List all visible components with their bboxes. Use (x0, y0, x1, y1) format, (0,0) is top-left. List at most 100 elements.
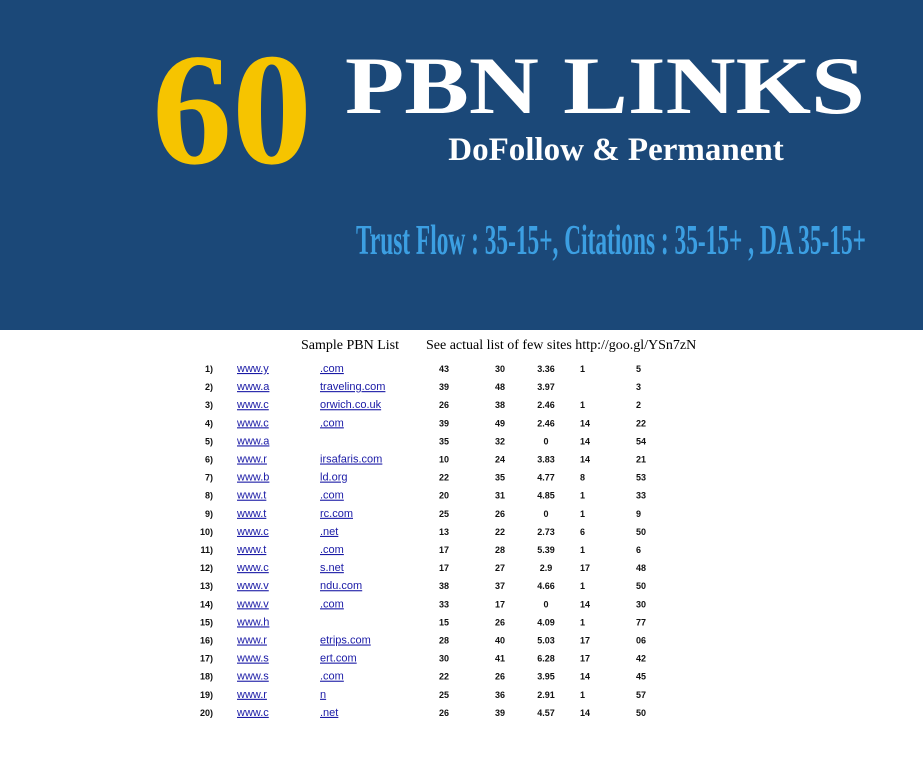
metrics: Trust Flow : 35-15+, Citations : 35-15+ … (356, 218, 866, 264)
cell: 31 (495, 491, 505, 501)
url-end[interactable]: n (320, 689, 326, 701)
table: 1) www.y .com 43 30 3.36 1 52) www.a traveling.co… (200, 363, 646, 719)
cell: 9 (636, 509, 641, 519)
cell: 6 (580, 527, 585, 537)
url-start[interactable]: www.s (236, 653, 269, 665)
cell: 24 (495, 455, 505, 465)
cell: 26 (495, 672, 505, 682)
subtitle: DoFollow & Permanent (448, 132, 783, 168)
cell: 1 (580, 581, 585, 591)
url-start[interactable]: www.c (236, 526, 269, 538)
url-start[interactable]: www.b (236, 472, 269, 484)
cell: 2.9 (540, 563, 553, 573)
url-end[interactable]: orwich.co.uk (320, 399, 382, 411)
row-number: 12) (200, 563, 213, 573)
cell: 8 (580, 473, 585, 483)
url-end[interactable]: .com (320, 490, 344, 502)
cell: 30 (439, 654, 449, 664)
cell: 4.77 (537, 473, 555, 483)
url-start[interactable]: www.v (236, 580, 269, 592)
cell: 0 (543, 509, 548, 519)
cell: 37 (495, 581, 505, 591)
cell: 06 (636, 636, 646, 646)
url-end[interactable]: .com (320, 598, 344, 610)
cell: 26 (495, 509, 505, 519)
url-end[interactable]: ndu.com (320, 580, 362, 592)
url-start[interactable]: www.c (236, 399, 269, 411)
url-end[interactable]: ert.com (320, 653, 357, 665)
cell: 22 (439, 672, 449, 682)
cell: 28 (495, 545, 505, 555)
cell: 50 (636, 708, 646, 718)
cell: 33 (439, 599, 449, 609)
cell: 3.97 (537, 382, 555, 392)
url-start[interactable]: www.r (236, 454, 267, 466)
cell: 35 (495, 473, 505, 483)
cell: 49 (495, 418, 505, 428)
url-start[interactable]: www.v (236, 598, 269, 610)
cell: 53 (636, 473, 646, 483)
cell: 26 (495, 617, 505, 627)
cell: 48 (636, 563, 646, 573)
url-end[interactable]: .com (320, 671, 344, 683)
url-start[interactable]: www.t (236, 508, 266, 520)
cell: 2.46 (537, 418, 555, 428)
url-start[interactable]: www.t (236, 490, 266, 502)
cell: 2 (636, 400, 641, 410)
url-start[interactable]: www.r (236, 635, 267, 647)
cell: 33 (636, 491, 646, 501)
url-start[interactable]: www.a (236, 435, 270, 447)
url-start[interactable]: www.c (236, 562, 269, 574)
cell: 48 (495, 382, 505, 392)
cell: 15 (439, 617, 449, 627)
url-start[interactable]: www.c (236, 417, 269, 429)
url-end[interactable]: .com (320, 363, 344, 375)
cell: 2.73 (537, 527, 555, 537)
url-end[interactable]: etrips.com (320, 635, 371, 647)
row-number: 7) (205, 473, 213, 483)
url-end[interactable]: ld.org (320, 472, 348, 484)
url-end[interactable]: s.net (320, 562, 344, 574)
cell: 3 (636, 382, 641, 392)
cell: 4.85 (537, 491, 555, 501)
cell: 2.46 (537, 400, 555, 410)
cell: 36 (495, 690, 505, 700)
cell: 14 (580, 436, 590, 446)
caption-label: Sample PBN List (301, 338, 399, 353)
cell: 28 (439, 636, 449, 646)
url-start[interactable]: www.r (236, 689, 267, 701)
url-end[interactable]: rc.com (320, 508, 353, 520)
cell: 1 (580, 617, 585, 627)
url-start[interactable]: www.c (236, 707, 269, 719)
cell: 6 (636, 545, 641, 555)
cell: 3.36 (537, 364, 555, 374)
row-number: 20) (200, 708, 213, 718)
cell: 42 (636, 654, 646, 664)
url-end[interactable]: .com (320, 544, 344, 556)
url-start[interactable]: www.h (236, 616, 269, 628)
url-end[interactable]: irsafaris.com (320, 454, 382, 466)
cell: 39 (495, 708, 505, 718)
url-end[interactable]: .net (320, 707, 338, 719)
cell: 30 (636, 599, 646, 609)
cell: 4.09 (537, 617, 555, 627)
cell: 2.91 (537, 690, 555, 700)
url-start[interactable]: www.s (236, 671, 269, 683)
cell: 41 (495, 654, 505, 664)
cell: 10 (439, 455, 449, 465)
cell: 32 (495, 436, 505, 446)
cell: 0 (543, 436, 548, 446)
row-number: 10) (200, 527, 213, 537)
url-end[interactable]: traveling.com (320, 381, 385, 393)
row-number: 16) (200, 636, 213, 646)
url-end[interactable]: .com (320, 417, 344, 429)
row-number: 15) (200, 617, 213, 627)
cell: 38 (495, 400, 505, 410)
url-start[interactable]: www.t (236, 544, 266, 556)
cell: 22 (495, 527, 505, 537)
url-start[interactable]: www.y (236, 363, 269, 375)
cell: 14 (580, 672, 590, 682)
cell: 5 (636, 364, 641, 374)
url-end[interactable]: .net (320, 526, 338, 538)
url-start[interactable]: www.a (236, 381, 270, 393)
